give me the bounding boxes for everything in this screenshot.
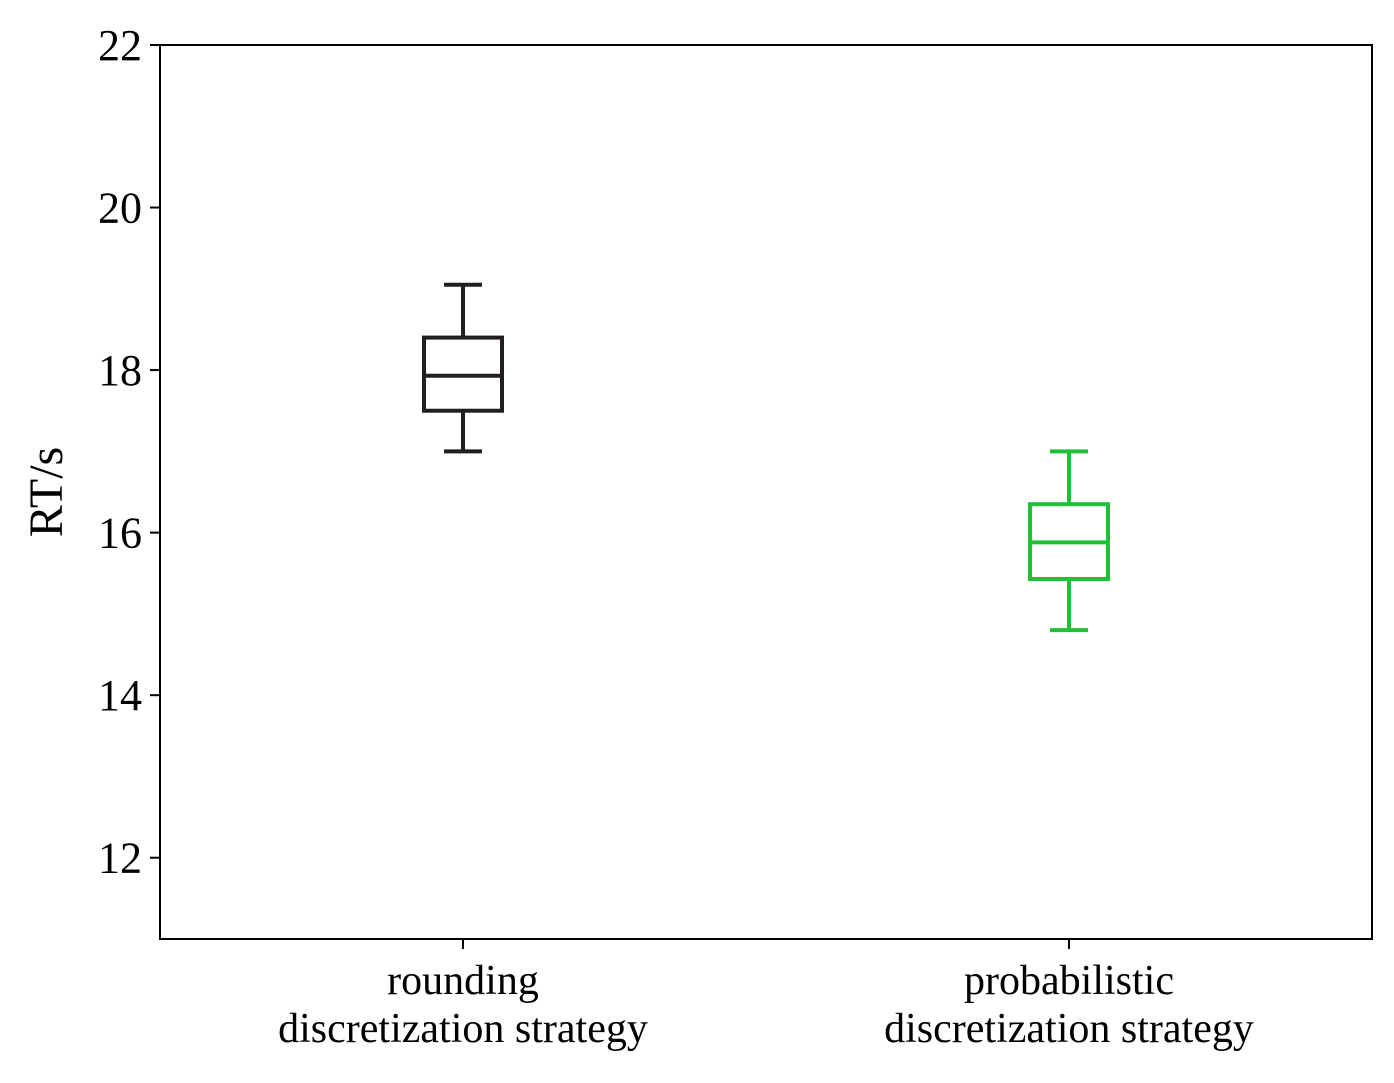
y-tick-label: 20 xyxy=(98,184,142,233)
y-tick-label: 16 xyxy=(98,509,142,558)
x-tick-label: discretization strategy xyxy=(884,1006,1254,1052)
x-tick-label: probabilistic xyxy=(964,958,1174,1004)
plot-marks xyxy=(422,282,1110,633)
x-tick-label: discretization strategy xyxy=(278,1006,648,1052)
y-tick-label: 22 xyxy=(98,21,142,70)
plot-frame xyxy=(159,44,1373,940)
y-tick-label: 14 xyxy=(98,671,142,720)
x-tick-label: rounding xyxy=(387,958,539,1004)
y-axis-label: RT/s xyxy=(20,447,73,537)
y-axis: 12 14 16 18 20 22 xyxy=(98,21,160,883)
y-tick-label: 18 xyxy=(98,346,142,395)
box-plot xyxy=(422,282,504,454)
box-plot xyxy=(1028,449,1110,633)
y-tick-label: 12 xyxy=(98,834,142,883)
